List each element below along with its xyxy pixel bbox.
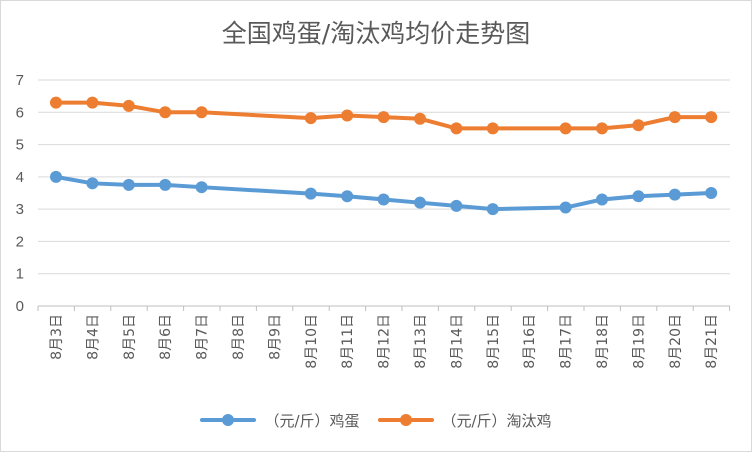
data-point — [86, 177, 99, 190]
y-tick-label: 1 — [16, 266, 24, 283]
data-point — [486, 122, 499, 135]
x-tick-label: 8月11日 — [340, 314, 356, 369]
data-point — [195, 106, 208, 119]
y-tick-label: 4 — [16, 169, 24, 186]
data-point — [596, 193, 608, 206]
data-point — [122, 99, 135, 112]
series-line-0 — [54, 174, 714, 212]
legend-item-culled-hens: （元/斤）淘汰鸡 — [377, 410, 552, 431]
legend-label-culled-hens: （元/斤）淘汰鸡 — [441, 411, 552, 430]
x-tick-label: 8月15日 — [486, 314, 502, 369]
x-tick-label: 8月17日 — [559, 314, 575, 369]
data-point — [304, 112, 317, 125]
y-tick-label: 6 — [16, 104, 24, 121]
data-point — [486, 203, 499, 216]
x-tick-label: 8月13日 — [413, 314, 429, 369]
x-tick-label: 8月3日 — [49, 314, 65, 360]
data-point — [341, 109, 354, 122]
x-tick-label: 8月21日 — [704, 314, 720, 369]
x-tick-label: 8月6日 — [158, 314, 174, 360]
legend-marker-culled-hens — [377, 413, 434, 427]
data-point — [632, 119, 645, 132]
x-tick-label: 8月19日 — [631, 314, 647, 369]
data-point — [341, 190, 354, 203]
y-tick-label: 5 — [16, 137, 24, 154]
data-point — [632, 190, 645, 203]
data-point — [377, 193, 390, 206]
data-point — [50, 96, 62, 109]
legend-label-eggs: （元/斤）鸡蛋 — [264, 411, 360, 430]
x-tick-label: 8月4日 — [85, 314, 101, 360]
data-point — [668, 188, 681, 201]
chart-title: 全国鸡蛋/淘汰鸡均价走势图 — [221, 19, 531, 48]
data-point — [668, 111, 681, 124]
legend-item-eggs: （元/斤）鸡蛋 — [200, 410, 360, 431]
data-point — [450, 199, 463, 212]
y-tick-label: 0 — [16, 298, 24, 315]
data-point — [559, 122, 572, 135]
data-point — [414, 112, 426, 125]
legend-marker-eggs — [200, 413, 257, 427]
data-point — [596, 122, 608, 135]
x-tick-label: 8月12日 — [377, 314, 393, 369]
data-point — [86, 96, 99, 109]
data-point — [705, 111, 718, 124]
x-tick-label: 8月9日 — [267, 314, 283, 360]
x-tick-label: 8月20日 — [668, 314, 684, 369]
data-point — [159, 106, 172, 119]
y-tick-label: 3 — [16, 201, 24, 218]
x-tick-label: 8月7日 — [195, 314, 211, 360]
y-tick-label: 2 — [16, 233, 24, 250]
data-point — [414, 196, 426, 209]
x-tick-label: 8月8日 — [231, 314, 247, 360]
series-line-1 — [54, 100, 714, 131]
y-tick-label: 7 — [16, 72, 24, 89]
x-tick-label: 8月10日 — [304, 314, 320, 369]
data-point — [450, 122, 463, 135]
data-point — [195, 181, 208, 194]
data-point — [50, 170, 62, 183]
legend: （元/斤）鸡蛋 （元/斤）淘汰鸡 — [0, 406, 752, 434]
data-point — [304, 187, 317, 200]
x-tick-label: 8月14日 — [449, 314, 465, 369]
x-tick-label: 8月5日 — [122, 314, 138, 360]
data-point — [559, 201, 572, 214]
data-point — [159, 178, 172, 191]
data-point — [377, 111, 390, 124]
data-point — [705, 187, 718, 199]
data-point — [122, 178, 135, 191]
x-tick-label: 8月16日 — [522, 314, 538, 369]
x-tick-label: 8月18日 — [595, 314, 611, 369]
